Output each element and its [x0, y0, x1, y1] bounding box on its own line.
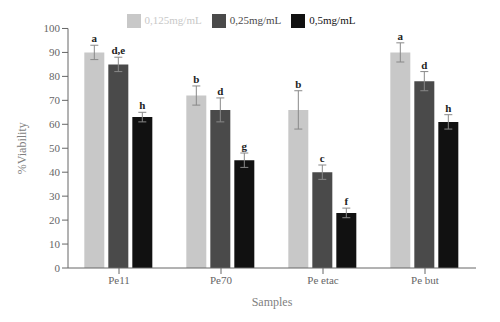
svg-text:g: g	[242, 140, 248, 152]
html-text:0,125mg/mL: 0,125mg/mL	[144, 14, 202, 26]
svg-text:h: h	[139, 99, 145, 111]
svg-text:%Viability: %Viability	[15, 122, 29, 174]
svg-text:d: d	[217, 85, 223, 97]
svg-text:f: f	[344, 195, 348, 207]
svg-text:c: c	[320, 152, 325, 164]
svg-text:100: 100	[44, 22, 61, 34]
svg-text:20: 20	[49, 214, 61, 226]
svg-text:70: 70	[49, 94, 61, 106]
svg-text:Pe but: Pe but	[411, 274, 439, 286]
svg-text:Pe70: Pe70	[210, 274, 233, 286]
svg-text:50: 50	[49, 142, 61, 154]
svg-text:30: 30	[49, 190, 61, 202]
svg-text:b: b	[193, 73, 199, 85]
svg-text:b: b	[295, 78, 301, 90]
svg-text:Pe11: Pe11	[108, 274, 130, 286]
svg-text:d: d	[421, 59, 427, 71]
svg-text:60: 60	[49, 118, 61, 130]
svg-text:a: a	[398, 30, 404, 42]
svg-text:90: 90	[49, 46, 61, 58]
svg-text:Pe etac: Pe etac	[307, 274, 339, 286]
svg-text:40: 40	[49, 166, 61, 178]
svg-text:80: 80	[49, 70, 61, 82]
svg-text:0: 0	[55, 262, 61, 274]
svg-text:h: h	[445, 102, 451, 114]
svg-text:d,e: d,e	[111, 44, 125, 56]
svg-text:10: 10	[49, 238, 61, 250]
html-text:0,25mg/mL: 0,25mg/mL	[229, 14, 282, 26]
svg-text:Samples: Samples	[252, 295, 293, 309]
svg-text:a: a	[92, 32, 98, 44]
html-text:0,5mg/mL: 0,5mg/mL	[309, 14, 356, 26]
